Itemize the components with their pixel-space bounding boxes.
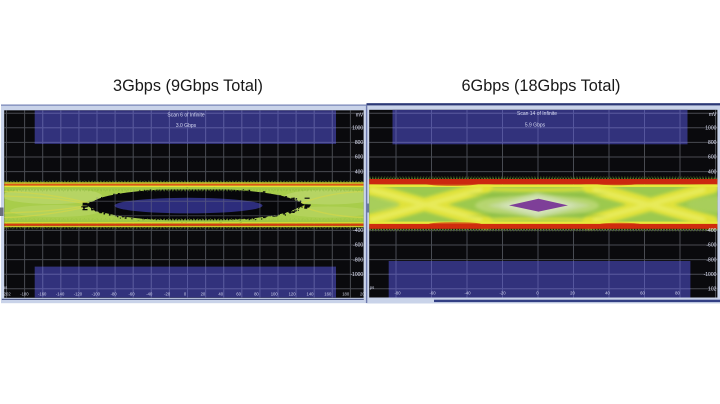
svg-text:1000: 1000 [352, 126, 363, 132]
svg-text:-100: -100 [92, 292, 101, 297]
svg-text:-1000: -1000 [350, 272, 363, 278]
svg-text:800: 800 [708, 140, 717, 146]
svg-text:5.9 Gbps: 5.9 Gbps [525, 122, 546, 128]
svg-text:-80: -80 [111, 292, 118, 297]
svg-text:160: 160 [324, 292, 332, 297]
svg-text:40: 40 [605, 290, 610, 295]
svg-text:600: 600 [708, 155, 717, 161]
svg-text:100: 100 [271, 292, 279, 297]
svg-text:Scan 6 of Infinite: Scan 6 of Infinite [167, 113, 204, 119]
svg-text:0: 0 [184, 292, 187, 297]
svg-text:-160: -160 [38, 292, 47, 297]
svg-text:1000: 1000 [705, 126, 716, 132]
svg-text:ps: ps [3, 285, 7, 290]
svg-text:102: 102 [708, 286, 717, 292]
svg-text:-800: -800 [353, 257, 363, 263]
svg-text:-140: -140 [56, 292, 65, 297]
svg-text:ps: ps [370, 285, 374, 290]
svg-text:140: 140 [307, 292, 315, 297]
svg-text:-600: -600 [353, 243, 363, 249]
svg-text:3.0 Gbps: 3.0 Gbps [176, 123, 197, 129]
svg-text:40: 40 [218, 292, 223, 297]
svg-text:400: 400 [355, 169, 364, 175]
svg-text:120: 120 [289, 292, 297, 297]
svg-text:-40: -40 [464, 290, 471, 295]
svg-text:0: 0 [536, 290, 539, 295]
svg-text:-20: -20 [499, 290, 506, 295]
svg-text:60: 60 [236, 292, 241, 297]
svg-text:-80: -80 [394, 290, 401, 295]
svg-text:202: 202 [360, 292, 368, 297]
svg-text:-40: -40 [146, 292, 153, 297]
svg-text:Scan 14 of Infinite: Scan 14 of Infinite [517, 111, 557, 117]
svg-text:600: 600 [355, 155, 364, 161]
svg-text:60: 60 [640, 290, 645, 295]
svg-text:20: 20 [570, 290, 575, 295]
svg-text:180: 180 [342, 292, 350, 297]
svg-text:800: 800 [355, 140, 364, 146]
svg-text:80: 80 [675, 290, 680, 295]
svg-text:-800: -800 [706, 257, 716, 263]
svg-text:-20: -20 [164, 292, 171, 297]
svg-text:-60: -60 [429, 290, 436, 295]
svg-text:-180: -180 [20, 292, 29, 297]
svg-text:-1000: -1000 [704, 272, 717, 278]
svg-text:-120: -120 [74, 292, 83, 297]
svg-text:6Gbps (18Gbps Total): 6Gbps (18Gbps Total) [462, 77, 621, 95]
svg-text:-60: -60 [128, 292, 135, 297]
svg-text:-400: -400 [706, 228, 716, 234]
svg-text:3Gbps (9Gbps Total): 3Gbps (9Gbps Total) [113, 77, 263, 95]
svg-text:400: 400 [708, 169, 717, 175]
svg-text:-600: -600 [706, 243, 716, 249]
svg-text:-202: -202 [2, 292, 11, 297]
svg-text:20: 20 [201, 292, 206, 297]
svg-text:80: 80 [254, 292, 259, 297]
svg-text:mV: mV [356, 112, 364, 118]
svg-text:mV: mV [709, 112, 717, 118]
svg-text:-400: -400 [353, 228, 363, 234]
